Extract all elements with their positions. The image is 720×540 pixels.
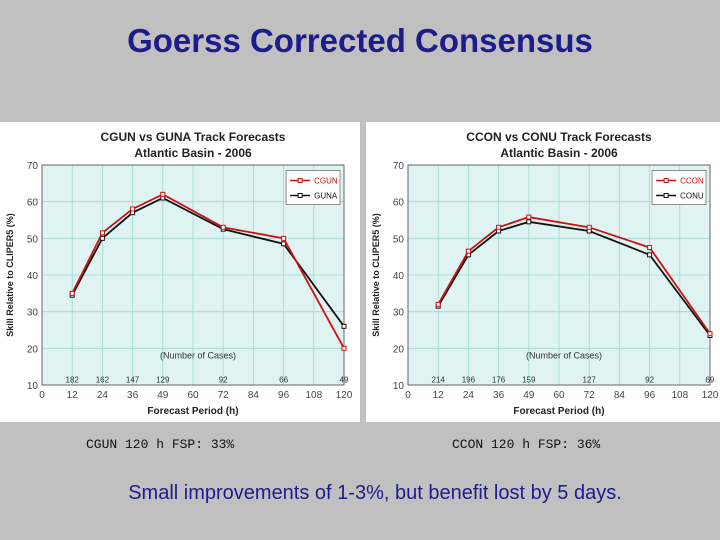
- y-tick-label: 30: [27, 308, 39, 319]
- case-count-label: 69: [706, 376, 715, 385]
- x-tick-label: 12: [433, 390, 445, 401]
- x-tick-label: 84: [614, 390, 626, 401]
- plot-border: [41, 164, 345, 386]
- y-tick-label: 60: [393, 198, 405, 209]
- cases-label: (Number of Cases): [160, 351, 236, 361]
- chart-title: CGUN vs GUNA Track Forecasts: [101, 130, 286, 144]
- legend-marker-ccon: [663, 178, 669, 183]
- case-count-label: 176: [492, 376, 506, 385]
- chart-ccon-vs-conu: CCON vs CONU Track Forecasts Atlantic Bas…: [371, 130, 719, 417]
- chart-panel-cgun: CGUN vs GUNA Track Forecasts Atlantic Bas…: [0, 122, 360, 422]
- y-tick-label: 20: [393, 344, 405, 355]
- y-tick-label: 20: [27, 344, 39, 355]
- legend-label-ccon: CCON: [680, 177, 704, 186]
- legend-marker-guna: [297, 193, 303, 198]
- legend-label-cgun: CGUN: [314, 177, 338, 186]
- slide-conclusion: Small improvements of 1-3%, but benefit …: [128, 482, 622, 504]
- data-point-conu: [647, 252, 653, 258]
- x-tick-label: 0: [39, 390, 45, 401]
- legend-marker-cgun: [297, 178, 303, 183]
- legend-label-conu: CONU: [680, 192, 704, 201]
- chart-panel-ccon: CCON vs CONU Track Forecasts Atlantic Bas…: [366, 122, 720, 422]
- x-tick-label: 96: [278, 390, 290, 401]
- case-count-label: 162: [96, 376, 110, 385]
- data-point-cgun: [281, 235, 287, 241]
- caption-ccon-fsp: CCON 120 h FSP: 36%: [452, 437, 601, 452]
- data-point-ccon: [496, 224, 502, 230]
- x-tick-label: 84: [248, 390, 260, 401]
- x-axis-label: Forecast Period (h): [147, 406, 238, 417]
- data-point-ccon: [465, 248, 471, 254]
- data-point-conu: [526, 219, 532, 225]
- chart-title: CCON vs CONU Track Forecasts: [466, 130, 652, 144]
- case-count-label: 129: [156, 376, 170, 385]
- y-axis-label: Skill Relative to CLIPER5 (%): [5, 213, 15, 337]
- legend-box: [651, 170, 707, 205]
- case-count-label: 92: [219, 376, 228, 385]
- y-tick-label: 60: [27, 198, 39, 209]
- legend-box: [285, 170, 341, 205]
- x-tick-label: 24: [463, 390, 475, 401]
- case-count-label: 214: [432, 376, 446, 385]
- x-tick-label: 24: [97, 390, 109, 401]
- x-tick-label: 0: [405, 390, 411, 401]
- data-point-cgun: [160, 191, 166, 197]
- case-count-label: 49: [340, 376, 349, 385]
- y-tick-label: 10: [393, 381, 405, 392]
- y-tick-label: 70: [27, 161, 39, 172]
- x-tick-label: 49: [523, 390, 535, 401]
- x-tick-label: 96: [644, 390, 656, 401]
- chart-subtitle: Atlantic Basin - 2006: [134, 146, 252, 160]
- y-tick-label: 50: [27, 234, 39, 245]
- chart-cgun-vs-guna: CGUN vs GUNA Track Forecasts Atlantic Bas…: [5, 130, 353, 417]
- case-count-label: 159: [522, 376, 536, 385]
- data-point-guna: [341, 323, 347, 329]
- x-tick-label: 120: [702, 390, 719, 401]
- cases-label: (Number of Cases): [526, 351, 602, 361]
- x-axis-label: Forecast Period (h): [513, 406, 604, 417]
- y-tick-label: 10: [27, 381, 39, 392]
- y-tick-label: 40: [393, 271, 405, 282]
- data-point-cgun: [220, 224, 226, 230]
- data-point-cgun: [341, 345, 347, 351]
- case-count-label: 66: [279, 376, 288, 385]
- x-tick-label: 60: [553, 390, 565, 401]
- data-point-cgun: [69, 290, 75, 296]
- case-count-label: 182: [66, 376, 80, 385]
- x-tick-label: 60: [187, 390, 199, 401]
- case-count-label: 92: [645, 376, 654, 385]
- x-tick-label: 49: [157, 390, 169, 401]
- case-count-label: 147: [126, 376, 140, 385]
- case-count-label: 196: [462, 376, 476, 385]
- y-tick-label: 40: [27, 271, 39, 282]
- chart-subtitle: Atlantic Basin - 2006: [500, 146, 618, 160]
- data-point-ccon: [707, 331, 713, 337]
- x-tick-label: 36: [127, 390, 139, 401]
- data-point-ccon: [586, 224, 592, 230]
- data-point-ccon: [435, 301, 441, 307]
- y-tick-label: 70: [393, 161, 405, 172]
- x-tick-label: 12: [67, 390, 79, 401]
- data-point-cgun: [130, 206, 136, 212]
- y-tick-label: 30: [393, 308, 405, 319]
- x-tick-label: 36: [493, 390, 505, 401]
- legend-marker-conu: [663, 193, 669, 198]
- plot-border: [407, 164, 711, 386]
- y-axis-label: Skill Relative to CLIPER5 (%): [371, 213, 381, 337]
- data-point-ccon: [647, 245, 653, 250]
- x-tick-label: 72: [584, 390, 596, 401]
- slide-title: Goerss Corrected Consensus: [127, 22, 593, 59]
- data-point-cgun: [99, 230, 105, 236]
- legend-label-guna: GUNA: [314, 192, 338, 201]
- x-tick-label: 120: [336, 390, 353, 401]
- data-point-ccon: [526, 214, 532, 220]
- caption-cgun-fsp: CGUN 120 h FSP: 33%: [86, 437, 235, 452]
- y-tick-label: 50: [393, 234, 405, 245]
- x-tick-label: 108: [671, 390, 688, 401]
- x-tick-label: 72: [218, 390, 230, 401]
- x-tick-label: 108: [305, 390, 322, 401]
- case-count-label: 127: [583, 376, 597, 385]
